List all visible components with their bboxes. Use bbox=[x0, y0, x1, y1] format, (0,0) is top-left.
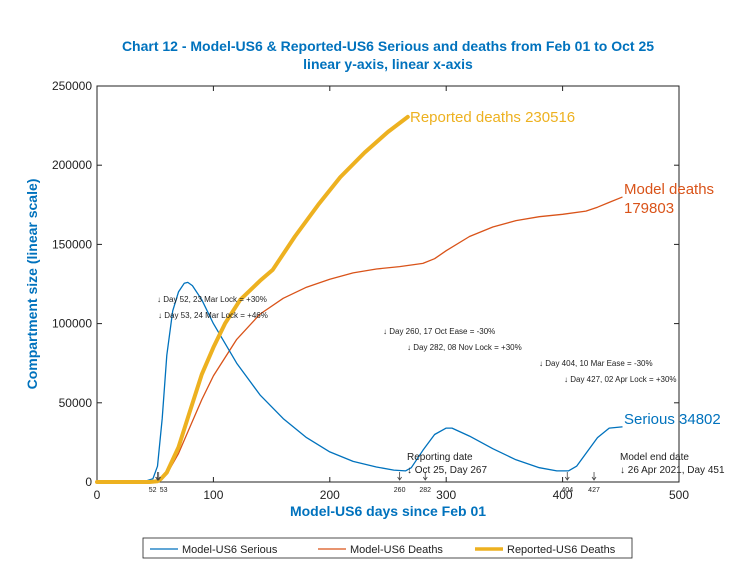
x-tick-label: 400 bbox=[553, 488, 573, 502]
axis-marker-label: 282 bbox=[419, 487, 431, 494]
chart-title: Chart 12 - Model-US6 & Reported-US6 Seri… bbox=[122, 38, 654, 54]
x-tick-label: 200 bbox=[320, 488, 340, 502]
reporting-date-value: ↓ Oct 25, Day 267 bbox=[407, 465, 487, 476]
series-model-deaths bbox=[96, 196, 623, 483]
legend-label-model-deaths: Model-US6 Deaths bbox=[350, 544, 443, 556]
axis-marker-label: 53 bbox=[160, 487, 168, 494]
axis-marker-label: 427 bbox=[588, 487, 600, 494]
y-tick-label: 50000 bbox=[59, 396, 93, 410]
y-axis-label: Compartment size (linear scale) bbox=[24, 179, 40, 390]
annotation-day52: ↓ Day 52, 23 Mar Lock = +30% bbox=[157, 295, 267, 304]
annotation-day282: ↓ Day 282, 08 Nov Lock = +30% bbox=[407, 343, 522, 352]
axis-marker-arrow-icon bbox=[156, 472, 162, 481]
annotation-day260: ↓ Day 260, 17 Oct Ease = -30% bbox=[383, 327, 495, 336]
y-tick-label: 200000 bbox=[52, 158, 92, 172]
model-deaths-end-value: 179803 bbox=[624, 200, 674, 217]
x-tick-label: 0 bbox=[94, 488, 101, 502]
y-tick-label: 100000 bbox=[52, 317, 92, 331]
series-reported-deaths bbox=[95, 114, 410, 484]
annotation-day427: ↓ Day 427, 02 Apr Lock = +30% bbox=[564, 375, 677, 384]
x-tick-label: 300 bbox=[436, 488, 456, 502]
model-deaths-end-label: Model deaths bbox=[624, 181, 714, 198]
axis-marker-label: 52 bbox=[149, 487, 157, 494]
reported-deaths-end-label: Reported deaths 230516 bbox=[410, 109, 575, 126]
y-tick-label: 250000 bbox=[52, 79, 92, 93]
axis-marker-label: 260 bbox=[394, 487, 406, 494]
reporting-date-label: Reporting date bbox=[407, 452, 473, 463]
axis-marker-label: 404 bbox=[561, 487, 573, 494]
x-tick-label: 500 bbox=[669, 488, 689, 502]
model-end-date-label: Model end date bbox=[620, 452, 689, 463]
legend: Model-US6 Serious Model-US6 Deaths Repor… bbox=[142, 537, 633, 559]
axis-marker-arrow-icon bbox=[422, 472, 428, 481]
model-end-date-value: ↓ 26 Apr 2021, Day 451 bbox=[620, 465, 725, 476]
x-tick-label: 100 bbox=[203, 488, 223, 502]
x-axis-label: Model-US6 days since Feb 01 bbox=[290, 503, 486, 519]
axis-marker-arrow-icon bbox=[591, 472, 597, 481]
series-model-serious bbox=[96, 281, 623, 483]
legend-label-reported-deaths: Reported-US6 Deaths bbox=[507, 544, 616, 556]
plot-frame bbox=[96, 85, 680, 483]
serious-end-label: Serious 34802 bbox=[624, 411, 721, 428]
annotation-day53: ↓ Day 53, 24 Mar Lock = +46% bbox=[158, 311, 268, 320]
axis-marker-arrow-icon bbox=[397, 472, 402, 481]
axis-marker-arrow-icon bbox=[564, 472, 570, 481]
chart-subtitle: linear y-axis, linear x-axis bbox=[303, 56, 473, 72]
legend-label-serious: Model-US6 Serious bbox=[182, 544, 278, 556]
annotation-day404: ↓ Day 404, 10 Mar Ease = -30% bbox=[539, 359, 653, 368]
y-tick-label: 0 bbox=[85, 475, 92, 489]
y-tick-label: 150000 bbox=[52, 237, 92, 251]
